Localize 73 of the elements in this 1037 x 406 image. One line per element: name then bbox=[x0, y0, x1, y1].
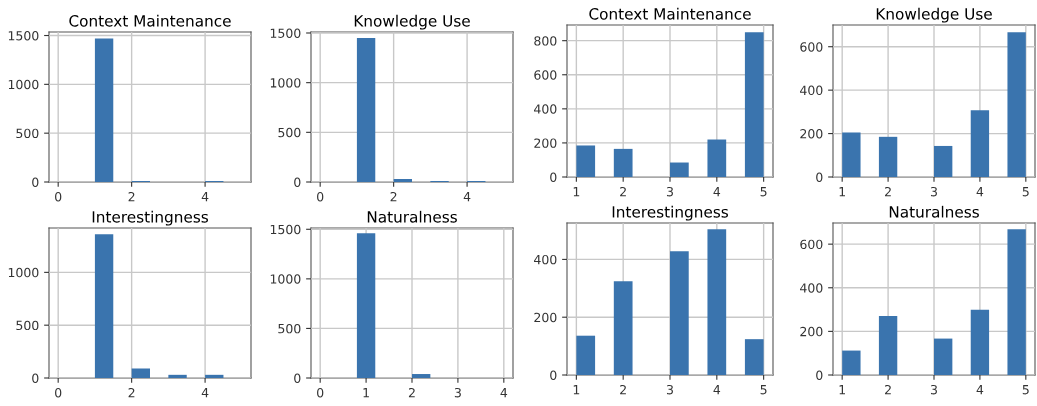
y-tick-label: 500 bbox=[16, 128, 39, 139]
y-tick-label: 200 bbox=[534, 138, 557, 148]
y-tick-label: 600 bbox=[800, 42, 823, 52]
y-tick-label: 1000 bbox=[8, 267, 39, 278]
x-tick-label: 5 bbox=[1022, 385, 1029, 395]
y-tick-label: 800 bbox=[534, 36, 557, 46]
y-tick-label: 0 bbox=[32, 373, 39, 383]
y-tick-label: 0 bbox=[816, 172, 823, 182]
y-tick-label: 0 bbox=[32, 177, 39, 187]
x-tick-label: 5 bbox=[1022, 187, 1029, 197]
x-tick-label: 3 bbox=[666, 384, 673, 395]
chart-title: Naturalness bbox=[367, 210, 457, 223]
y-tick-label: 1500 bbox=[270, 224, 301, 235]
y-tick-label: 200 bbox=[800, 326, 823, 337]
chart-title: Context Maintenance bbox=[69, 14, 231, 27]
x-tick-label: 0 bbox=[55, 387, 62, 398]
x-tick-label: 1 bbox=[573, 187, 580, 197]
x-tick-label: 4 bbox=[713, 385, 721, 395]
y-tick-label: 400 bbox=[534, 254, 557, 265]
x-tick-label: 2 bbox=[408, 387, 415, 398]
x-tick-label: 4 bbox=[976, 385, 984, 395]
y-tick-label: 0 bbox=[550, 172, 557, 182]
x-tick-label: 3 bbox=[454, 387, 461, 398]
x-tick-label: 2 bbox=[620, 384, 626, 395]
chart-title: Interestingness bbox=[612, 205, 728, 221]
x-tick-label: 4 bbox=[500, 388, 508, 398]
y-tick-label: 0 bbox=[816, 370, 823, 380]
x-tick-label: 2 bbox=[885, 186, 891, 197]
y-tick-label: 500 bbox=[16, 320, 39, 331]
x-tick-label: 0 bbox=[317, 191, 324, 202]
y-tick-label: 1500 bbox=[8, 30, 39, 41]
x-tick-label: 5 bbox=[760, 187, 767, 197]
x-tick-label: 3 bbox=[930, 186, 937, 197]
y-tick-label: 0 bbox=[294, 373, 301, 383]
y-tick-label: 400 bbox=[534, 104, 557, 114]
x-tick-label: 0 bbox=[55, 191, 62, 202]
x-tick-label: 3 bbox=[930, 384, 937, 395]
x-tick-label: 5 bbox=[760, 385, 767, 395]
y-tick-label: 1000 bbox=[270, 274, 301, 284]
chart-title: Interestingness bbox=[92, 210, 208, 226]
y-tick-label: 0 bbox=[550, 370, 557, 380]
y-tick-label: 500 bbox=[278, 323, 301, 334]
y-tick-label: 200 bbox=[534, 312, 557, 323]
x-tick-label: 1 bbox=[573, 385, 580, 395]
y-tick-label: 400 bbox=[800, 283, 823, 293]
x-tick-label: 2 bbox=[885, 384, 891, 395]
x-tick-label: 1 bbox=[839, 385, 845, 395]
x-tick-label: 2 bbox=[128, 191, 135, 202]
y-tick-label: 500 bbox=[278, 127, 301, 138]
x-tick-label: 2 bbox=[620, 186, 626, 197]
chart-title: Context Maintenance bbox=[589, 7, 751, 20]
y-tick-label: 200 bbox=[800, 129, 823, 139]
y-tick-label: 600 bbox=[534, 70, 557, 80]
y-tick-label: 1500 bbox=[270, 28, 301, 38]
chart-title: Knowledge Use bbox=[354, 14, 470, 30]
x-tick-label: 1 bbox=[839, 187, 845, 197]
chart-title: Knowledge Use bbox=[876, 7, 992, 23]
x-tick-label: 4 bbox=[201, 192, 209, 202]
x-tick-label: 3 bbox=[666, 186, 673, 197]
y-tick-label: 400 bbox=[800, 85, 823, 96]
x-tick-label: 2 bbox=[128, 387, 135, 398]
x-tick-label: 4 bbox=[463, 192, 471, 202]
x-tick-label: 4 bbox=[713, 187, 721, 197]
y-tick-label: 600 bbox=[800, 239, 823, 250]
chart-title: Naturalness bbox=[889, 205, 979, 218]
y-tick-label: 1000 bbox=[8, 79, 39, 90]
x-tick-label: 4 bbox=[976, 187, 984, 197]
x-tick-label: 2 bbox=[390, 191, 397, 202]
x-tick-label: 4 bbox=[201, 388, 209, 398]
y-tick-label: 0 bbox=[294, 177, 301, 187]
y-tick-label: 1000 bbox=[270, 78, 301, 88]
x-tick-label: 0 bbox=[317, 387, 324, 398]
x-tick-label: 1 bbox=[363, 388, 369, 398]
